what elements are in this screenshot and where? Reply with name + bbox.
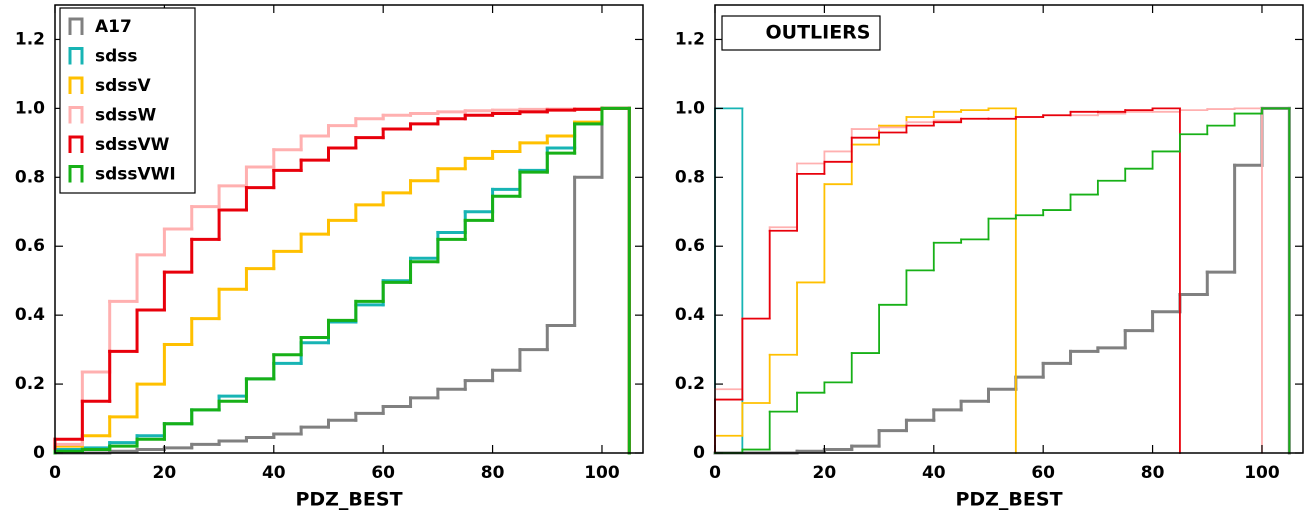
legend-swatch	[68, 106, 84, 124]
x-axis-label: PDZ_BEST	[955, 489, 1062, 511]
x-tick-label: 20	[813, 463, 837, 483]
legend-swatch	[68, 165, 84, 183]
legend-label: sdssV	[95, 76, 152, 96]
legend-swatch	[68, 135, 84, 153]
annotation-box	[721, 15, 881, 51]
annotation: OUTLIERS	[765, 22, 870, 44]
x-tick-label: 60	[1031, 463, 1055, 483]
y-tick-label: 0.4	[15, 305, 45, 325]
legend-label: A17	[95, 17, 132, 37]
x-tick-label: 60	[371, 463, 395, 483]
y-tick-label: 0	[33, 443, 45, 463]
x-tick-label: 40	[922, 463, 946, 483]
legend-swatch	[68, 17, 84, 35]
y-tick-label: 0.6	[675, 236, 705, 256]
y-tick-label: 0	[693, 443, 705, 463]
axes-frame	[714, 4, 1304, 454]
x-axis-label: PDZ_BEST	[295, 489, 402, 511]
legend-label: sdssVWI	[95, 165, 176, 185]
y-tick-label: 0.6	[15, 236, 45, 256]
legend-swatch	[68, 47, 84, 65]
y-tick-label: 0.8	[675, 167, 705, 187]
axes-frame	[54, 4, 644, 454]
y-tick-label: 1.2	[15, 29, 45, 49]
x-tick-label: 100	[1244, 463, 1280, 483]
y-tick-label: 1.0	[675, 98, 705, 118]
y-tick-label: 0.8	[15, 167, 45, 187]
y-tick-label: 1.2	[675, 29, 705, 49]
y-tick-label: 0.2	[15, 374, 45, 394]
x-tick-label: 80	[1141, 463, 1165, 483]
legend-box	[59, 7, 196, 194]
legend-label: sdss	[95, 47, 138, 67]
x-tick-label: 40	[262, 463, 286, 483]
legend-label: sdssW	[95, 106, 157, 126]
x-tick-label: 20	[153, 463, 177, 483]
x-tick-label: 100	[584, 463, 620, 483]
x-tick-label: 0	[709, 463, 721, 483]
x-tick-label: 80	[481, 463, 505, 483]
y-tick-label: 1.0	[15, 98, 45, 118]
legend-label: sdssVW	[95, 135, 170, 155]
legend-swatch	[68, 76, 84, 94]
y-tick-label: 0.4	[675, 305, 705, 325]
y-tick-label: 0.2	[675, 374, 705, 394]
x-tick-label: 0	[49, 463, 61, 483]
